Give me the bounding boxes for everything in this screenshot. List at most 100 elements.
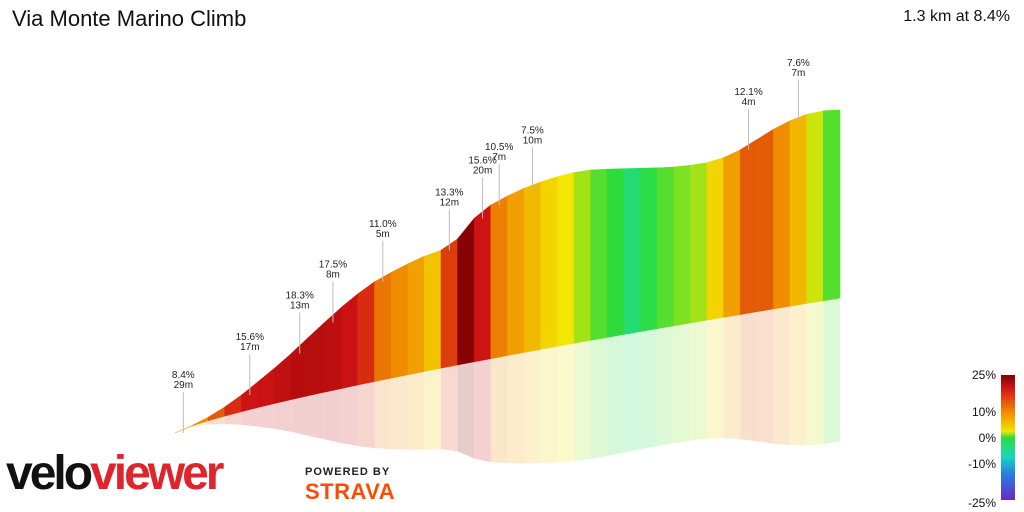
climb-summary: 1.3 km at 8.4% [903, 8, 1010, 25]
grade-segment [823, 109, 841, 302]
legend-tick-label: 0% [979, 431, 997, 445]
grade-segment-shadow [457, 361, 475, 459]
grade-segment-shadow [623, 331, 641, 453]
veloviewer-logo: veloviewer [6, 446, 224, 501]
grade-segment [274, 352, 292, 404]
annotation-length: 10m [523, 135, 542, 146]
grade-segment-shadow [374, 378, 392, 450]
grade-segment [606, 168, 625, 338]
grade-segment [407, 255, 425, 376]
grade-segment-shadow [224, 411, 242, 425]
grade-segment [390, 263, 409, 379]
grade-segment-shadow [657, 325, 674, 447]
grade-segment [756, 128, 774, 313]
grade-segment [806, 110, 824, 304]
grade-segment-shadow [258, 403, 275, 429]
grade-segment [523, 181, 542, 353]
grade-segment-shadow [507, 352, 525, 464]
grade-segment-shadow [524, 349, 541, 464]
grade-segment-shadow [490, 355, 508, 464]
grade-segment-shadow [756, 308, 774, 444]
annotation-length: 8m [326, 269, 340, 280]
grade-segment-shadow [291, 395, 308, 436]
strava-logo: STRAVA [305, 479, 396, 504]
annotation-length: 12m [440, 197, 459, 208]
annotation-length: 5m [376, 229, 390, 240]
grade-segment [257, 367, 276, 408]
grade-segment [340, 293, 359, 389]
grade-segment-shadow [540, 346, 558, 464]
grade-segment-shadow [590, 337, 608, 459]
veloviewer-logo-velo: velo [6, 447, 93, 500]
annotation-length: 17m [240, 342, 259, 353]
grade-segment [773, 120, 791, 310]
grade-segment-shadow [723, 314, 741, 439]
annotation-length: 13m [290, 301, 309, 312]
grade-segment-shadow [308, 392, 325, 440]
grade-legend-bar [1001, 375, 1015, 500]
grade-segment-shadow [806, 300, 824, 446]
grade-segment-shadow [607, 334, 624, 456]
grade-segment-shadow [707, 317, 724, 439]
grade-segment-shadow [557, 343, 574, 463]
legend-tick-label: -25% [968, 496, 996, 510]
grade-segment-shadow [274, 399, 292, 432]
grade-segment-shadow [424, 368, 441, 450]
grade-segment-shadow [690, 320, 707, 441]
grade-segment [473, 204, 492, 363]
grade-segment [789, 113, 808, 307]
grade-segment [457, 217, 475, 366]
grade-segment-shadow [740, 311, 757, 442]
annotation-length: 29m [174, 380, 193, 391]
annotation-grade: 8.4% [172, 370, 195, 381]
annotation-grade: 12.1% [734, 87, 762, 98]
annotation-grade: 13.3% [435, 187, 463, 198]
annotation-grade: 10.5% [485, 142, 513, 153]
grade-segment-shadow [790, 303, 807, 446]
grade-segment [557, 172, 575, 347]
annotation-grade: 18.3% [286, 291, 314, 302]
grade-segment [357, 281, 375, 386]
powered-by-label: POWERED BY [305, 466, 391, 478]
profile-shadow-layer [175, 298, 840, 464]
grade-segment [590, 168, 608, 341]
grade-segment-shadow [391, 374, 408, 450]
grade-segment [490, 195, 508, 359]
grade-annotations: 8.4%29m15.6%17m18.3%13m17.5%8m11.0%5m13.… [172, 58, 810, 433]
grade-segment [424, 249, 442, 372]
grade-segment [673, 164, 691, 327]
annotation-length: 4m [742, 97, 756, 108]
grade-segment-shadow [673, 322, 691, 444]
grade-segment-shadow [208, 416, 225, 425]
legend-tick-label: -10% [968, 457, 996, 471]
annotation-length: 7m [492, 152, 506, 163]
grade-segment [723, 149, 741, 318]
grade-segment [573, 169, 591, 344]
annotation-length: 7m [791, 68, 805, 79]
grade-legend: 25% 10% 0% -10% -25% [968, 368, 1015, 510]
grade-segment-shadow [474, 358, 491, 463]
grade-segment-shadow [574, 340, 591, 462]
profile-wall-layer [174, 109, 841, 434]
legend-tick-label: 10% [972, 405, 996, 419]
grade-segment-shadow [773, 306, 791, 446]
grade-segment-shadow [341, 384, 358, 447]
grade-segment [623, 167, 641, 335]
annotation-grade: 7.5% [521, 125, 544, 136]
grade-segment [690, 162, 708, 324]
grade-segment-shadow [324, 388, 342, 443]
grade-segment [507, 187, 525, 356]
legend-tick-label: 25% [972, 368, 996, 382]
annotation-grade: 11.0% [369, 219, 397, 230]
grade-segment-shadow [241, 407, 259, 427]
grade-segment-shadow [823, 298, 840, 445]
grade-segment [640, 167, 658, 332]
grade-segment [656, 166, 675, 329]
annotation-grade: 7.6% [787, 58, 810, 69]
grade-segment [706, 157, 724, 321]
grade-segment [540, 176, 558, 350]
grade-segment [440, 238, 458, 369]
annotation-grade: 15.6% [236, 332, 264, 343]
veloviewer-logo-viewer: viewer [90, 447, 224, 500]
